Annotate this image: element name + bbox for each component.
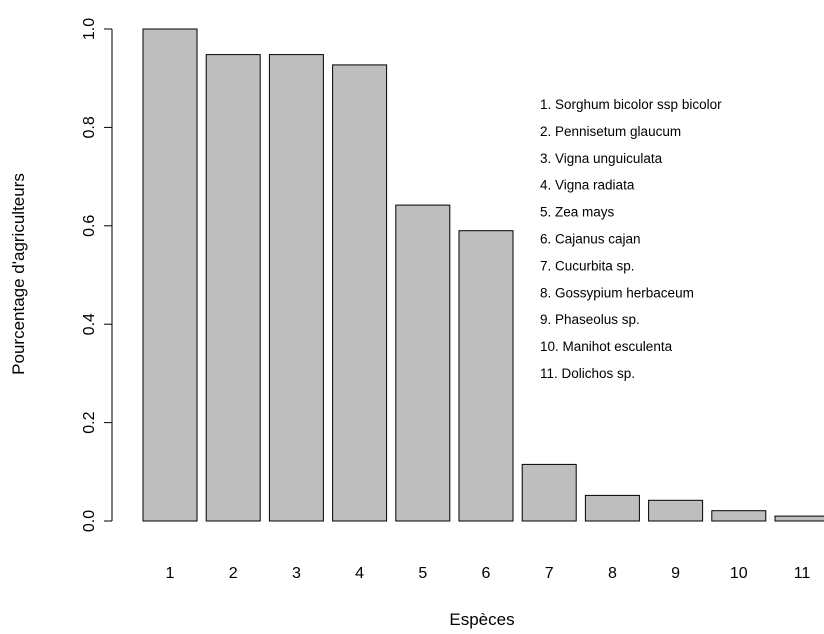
x-tick-label: 3 xyxy=(292,565,301,582)
x-tick-label: 9 xyxy=(671,565,680,582)
bar-7 xyxy=(521,463,577,522)
x-tick-label: 8 xyxy=(608,565,617,582)
bar-3 xyxy=(268,54,324,522)
x-tick-label: 10 xyxy=(730,565,748,582)
bar-2 xyxy=(205,54,261,522)
y-tick-label: 1.0 xyxy=(81,18,98,40)
legend-entry: 2. Pennisetum glaucum xyxy=(540,124,681,139)
x-tick-labels: 1 2 3 4 5 6 7 8 9 10 11 xyxy=(166,565,811,582)
legend-entry: 1. Sorghum bicolor ssp bicolor xyxy=(540,97,722,112)
legend-entry: 9. Phaseolus sp. xyxy=(540,312,640,327)
y-tick-label: 0.8 xyxy=(81,116,98,138)
legend-entry: 5. Zea mays xyxy=(540,205,615,220)
bar-9 xyxy=(648,499,704,522)
x-tick-label: 6 xyxy=(482,565,491,582)
y-tick-label: 0.0 xyxy=(81,510,98,532)
x-tick-label: 7 xyxy=(545,565,554,582)
bar-10 xyxy=(711,510,767,522)
x-tick-label: 2 xyxy=(229,565,238,582)
y-tick-label: 0.6 xyxy=(81,215,98,237)
bar-11 xyxy=(774,515,824,522)
legend-entry: 7. Cucurbita sp. xyxy=(540,258,635,273)
x-axis-title: Espèces xyxy=(449,610,514,629)
y-axis-title: Pourcentage d'agriculteurs xyxy=(9,173,28,375)
legend-entry: 11. Dolichos sp. xyxy=(540,366,635,381)
legend: 1. Sorghum bicolor ssp bicolor 2. Pennise… xyxy=(540,97,722,381)
x-tick-label: 5 xyxy=(418,565,427,582)
bar-6 xyxy=(458,230,514,522)
bar-8 xyxy=(584,494,640,522)
bar-4 xyxy=(332,64,388,522)
y-tick-label: 0.2 xyxy=(81,411,98,433)
y-tick-label: 0.4 xyxy=(81,313,98,335)
legend-entry: 10. Manihot esculenta xyxy=(540,339,673,354)
bars xyxy=(142,28,824,522)
legend-entry: 8. Gossypium herbaceum xyxy=(540,285,694,300)
bar-1 xyxy=(142,28,198,522)
x-tick-label: 4 xyxy=(355,565,364,582)
legend-entry: 4. Vigna radiata xyxy=(540,178,635,193)
y-axis: 0.0 0.2 0.4 0.6 0.8 1.0 xyxy=(81,18,113,532)
x-tick-label: 1 xyxy=(166,565,175,582)
legend-entry: 6. Cajanus cajan xyxy=(540,232,641,247)
bar-5 xyxy=(395,204,451,522)
x-tick-label: 11 xyxy=(794,565,811,582)
legend-entry: 3. Vigna unguiculata xyxy=(540,151,663,166)
